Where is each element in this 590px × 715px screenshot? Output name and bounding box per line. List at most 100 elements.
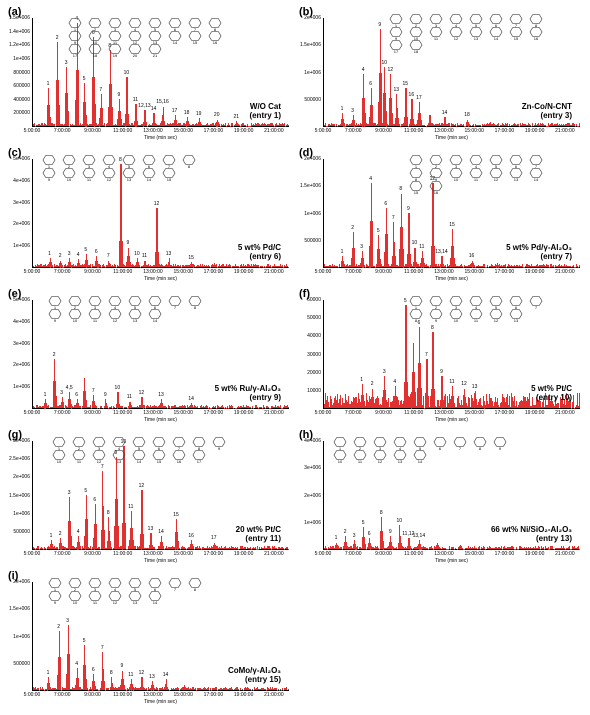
peak-number: 8 xyxy=(110,670,113,676)
molecule-number: 19 xyxy=(113,53,117,58)
panel-c: (c)5e+0064e+0063e+0062e+0061e+0061234567… xyxy=(6,147,293,282)
x-tick: 11:00:00 xyxy=(404,128,423,134)
catalyst-entry: (entry 11) xyxy=(236,534,281,544)
peak xyxy=(386,400,387,408)
molecule-icon: 13 xyxy=(507,166,525,178)
molecule-icon: 1 xyxy=(46,576,64,588)
molecule-number: 9 xyxy=(218,446,220,451)
peak-number: 2 xyxy=(351,225,354,231)
peak-number: 16 xyxy=(188,533,194,539)
peak-number: 2 xyxy=(59,531,62,537)
x-tick: 17:00:00 xyxy=(204,551,223,557)
peak-number: 6 xyxy=(93,497,96,503)
molecule-icon: 1 xyxy=(387,12,405,24)
molecule-icon: 9 xyxy=(387,25,405,37)
molecule-icon: 9 xyxy=(210,435,228,447)
peak-number: 7 xyxy=(99,87,102,93)
peak-number: 3 xyxy=(68,251,71,257)
x-tick: 19:00:00 xyxy=(234,269,253,275)
peak-number: 20 xyxy=(214,112,220,118)
molecule-icon: 7 xyxy=(166,576,184,588)
molecule-icon: 14 xyxy=(527,166,545,178)
molecule-icon: 17 xyxy=(66,42,84,54)
peak-number: 17 xyxy=(211,535,217,541)
catalyst-label: CoMo/γ-Al₂O₃(entry 15) xyxy=(228,666,281,685)
catalyst-label: 20 wt% Pt/C(entry 11) xyxy=(236,525,281,544)
y-tick: 3e+006 xyxy=(297,465,321,471)
catalyst-label: Zn-Co/N-CNT(entry 3) xyxy=(522,102,572,121)
peak-number: 3 xyxy=(351,108,354,114)
molecule-number: 11 xyxy=(77,459,81,464)
molecule-icon: 7 xyxy=(170,435,188,447)
peak xyxy=(438,547,439,549)
peak xyxy=(401,543,402,549)
y-tick: 2e+006 xyxy=(297,493,321,499)
molecule-icon: 12 xyxy=(126,29,144,41)
molecule-number: 15 xyxy=(167,177,171,182)
peak xyxy=(410,254,411,268)
x-tick: 21:00:00 xyxy=(555,551,574,557)
molecule-icon: 16 xyxy=(170,448,188,460)
molecule-icon: 11 xyxy=(467,166,485,178)
peak xyxy=(446,124,447,126)
peak xyxy=(146,122,147,126)
molecule-icon: 21 xyxy=(146,42,164,54)
molecule-number: 13 xyxy=(514,177,518,182)
peak xyxy=(71,265,72,267)
x-tick: 13:00:00 xyxy=(434,410,453,416)
molecule-number: 12 xyxy=(494,177,498,182)
y-tick: 1.5e+006 xyxy=(6,606,30,612)
x-tick: 11:00:00 xyxy=(113,128,132,134)
peak-number: 11 xyxy=(449,379,454,385)
peak xyxy=(86,679,87,690)
y-tick: 2e+006 xyxy=(6,474,30,480)
peak-number: 14 xyxy=(158,529,164,535)
peak-number: 15 xyxy=(449,222,455,228)
peak xyxy=(86,400,87,408)
x-tick: 19:00:00 xyxy=(525,269,544,275)
peak-number: 11 xyxy=(128,504,133,510)
x-tick: 7:00:00 xyxy=(345,128,362,134)
molecule-icon: 7 xyxy=(186,16,204,28)
molecule-number: 11 xyxy=(87,177,91,182)
molecule-icon: 11 xyxy=(467,307,485,319)
molecule-number: 7 xyxy=(459,446,461,451)
molecule-icon: 12 xyxy=(447,25,465,37)
panel-label: (f) xyxy=(299,288,310,300)
molecule-icon: 4 xyxy=(391,435,409,447)
peak xyxy=(163,546,164,549)
catalyst-name: Zn-Co/N-CNT xyxy=(522,102,572,112)
molecule-number: 13 xyxy=(514,318,518,323)
peak xyxy=(386,111,387,126)
x-tick: 7:00:00 xyxy=(345,410,362,416)
peak xyxy=(155,123,156,126)
molecule-icon: 14 xyxy=(146,589,164,601)
x-axis: 5:00:007:00:009:00:0011:00:0013:00:0015:… xyxy=(323,550,580,564)
x-tick: 5:00:00 xyxy=(24,128,41,134)
panel-label: (d) xyxy=(299,147,313,159)
y-tick: 50000 xyxy=(297,315,321,321)
peak xyxy=(215,266,216,267)
peak xyxy=(383,541,384,549)
peak-number: 14 xyxy=(163,672,169,678)
peak-number: 5 xyxy=(362,520,365,526)
structures-inset: 1234567891011121314151617 xyxy=(50,435,228,461)
molecule-number: 9 xyxy=(54,600,56,605)
peak-number: 2 xyxy=(59,253,62,259)
peak xyxy=(87,536,88,550)
peak-number: 12,13 xyxy=(138,103,151,109)
peak-number: 13 xyxy=(166,251,172,257)
y-tick: 3e+006 xyxy=(6,341,30,347)
molecule-icon: 9 xyxy=(66,29,84,41)
molecule-icon: 3 xyxy=(90,435,108,447)
x-axis-label: Time (min sec) xyxy=(144,135,177,141)
x-tick: 7:00:00 xyxy=(54,128,71,134)
molecule-number: 10 xyxy=(73,600,77,605)
molecule-number: 13 xyxy=(133,600,137,605)
peak xyxy=(476,404,477,408)
molecule-icon: 3 xyxy=(80,153,98,165)
molecule-icon: 14 xyxy=(487,25,505,37)
x-tick: 9:00:00 xyxy=(84,128,101,134)
y-tick: 600000 xyxy=(6,83,30,89)
x-axis-label: Time (min sec) xyxy=(435,135,468,141)
